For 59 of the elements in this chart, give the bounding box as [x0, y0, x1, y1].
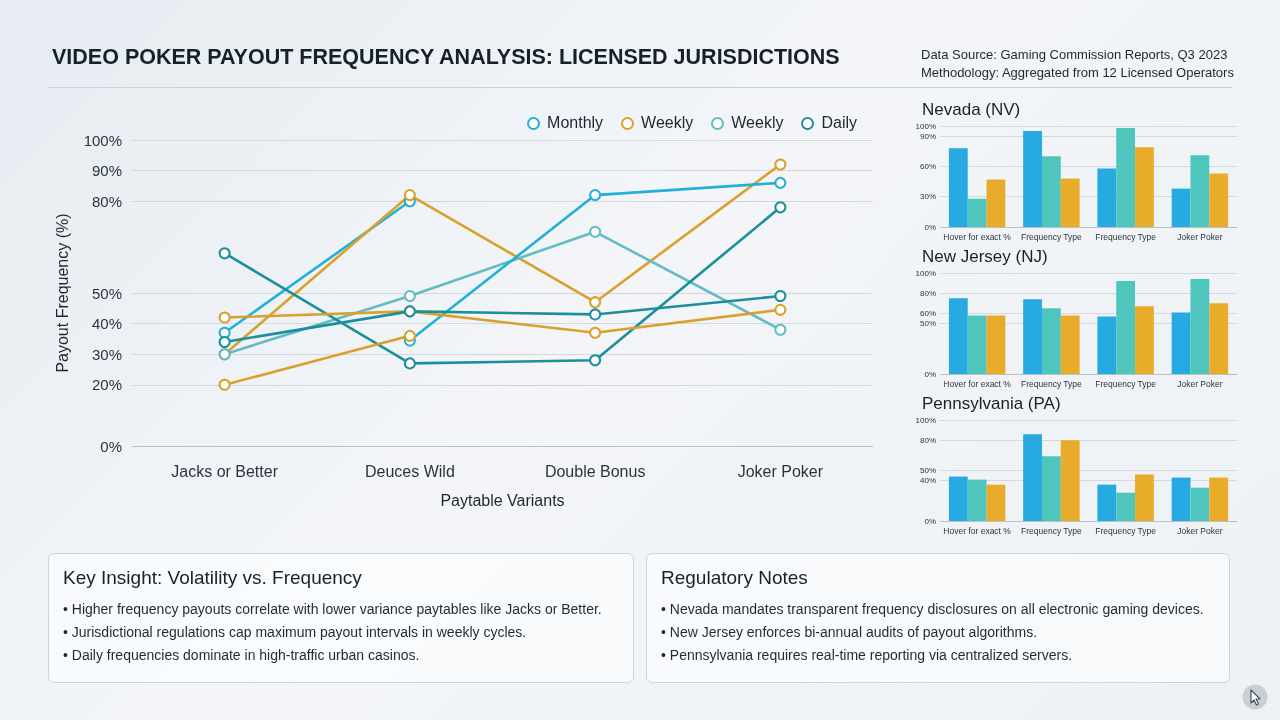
y-tick-label: 50%: [919, 319, 936, 328]
legend-label: Weekly: [641, 114, 694, 132]
y-axis-title: Payout Frequency (%): [53, 213, 71, 373]
y-tick-label: 60%: [919, 308, 936, 318]
legend-label: Weekly: [731, 114, 784, 132]
y-tick-label: 0%: [924, 222, 936, 232]
x-tick-label: Joker Poker: [1177, 525, 1223, 536]
x-tick-label: Frequency Type: [1020, 525, 1083, 536]
y-tick-label: 60%: [919, 161, 936, 171]
x-tick-label: Hover for exact %: [943, 231, 1012, 242]
chart-title: New Jersey (NJ): [922, 247, 1048, 267]
text: • Pennsylvania requires real-time reporting via centralized servers.: [661, 646, 1074, 665]
x-axis-title: Paytable Variants: [440, 491, 565, 509]
chart-title: Nevada (NV): [922, 100, 1021, 120]
y-tick-label: 40%: [91, 315, 122, 333]
y-tick-label: 100%: [915, 268, 936, 278]
y-tick-label: 90%: [91, 162, 122, 180]
y-tick-label: 50%: [91, 284, 122, 302]
text: • Daily frequencies dominate in high-traffic urban casinos.: [63, 646, 421, 665]
legend-label: Daily: [821, 114, 857, 132]
y-tick-label: 20%: [91, 376, 122, 394]
x-tick-label: Joker Poker: [1177, 231, 1223, 242]
x-tick-label: Frequency Type: [1020, 231, 1083, 242]
x-tick-label: Frequency Type: [1095, 231, 1157, 242]
text: Key Insight: Volatility vs. Frequency: [63, 566, 363, 590]
chart-title: VIDEO POKER PAYOUT FREQUENCY ANALYSIS: LICENSED JURISDICTIONS: [52, 45, 840, 70]
legend-label: Monthly: [547, 114, 604, 132]
x-tick-label: Joker Poker: [737, 462, 824, 480]
text: Regulatory Notes: [661, 566, 809, 590]
y-tick-label: 80%: [919, 288, 936, 298]
y-tick-label: 100%: [83, 131, 122, 149]
text: • Jurisdictional regulations cap maximum payout intervals in weekly cycles.: [63, 623, 528, 642]
y-tick-label: 100%: [915, 121, 936, 131]
y-tick-label: 90%: [919, 131, 936, 141]
x-tick-label: Frequency Type: [1020, 378, 1083, 389]
text: • New Jersey enforces bi-annual audits of payout algorithms.: [661, 623, 1039, 642]
x-tick-label: Jacks or Better: [171, 462, 279, 480]
y-tick-label: 40%: [919, 476, 936, 486]
text: • Nevada mandates transparent frequency disclosures on all electronic gaming devices.: [661, 600, 1205, 619]
x-tick-label: Deuces Wild: [364, 462, 455, 480]
text: • Higher frequency payouts correlate with lower variance paytables like Jacks or Better.: [63, 600, 603, 619]
y-tick-label: 80%: [919, 435, 936, 445]
y-tick-label: 50%: [919, 466, 936, 475]
x-tick-label: Frequency Type: [1095, 378, 1157, 389]
source-note: Data Source: Gaming Commission Reports, Q3 2023: [921, 47, 1228, 62]
x-tick-label: Double Bonus: [544, 462, 646, 480]
x-tick-label: Frequency Type: [1095, 525, 1157, 536]
y-tick-label: 30%: [919, 192, 936, 202]
y-tick-label: 30%: [91, 345, 122, 363]
x-tick-label: Hover for exact %: [943, 525, 1012, 536]
y-tick-label: 80%: [91, 192, 122, 210]
y-tick-label: 0%: [924, 369, 936, 379]
y-tick-label: 0%: [924, 516, 936, 526]
y-tick-label: 100%: [915, 415, 936, 425]
y-tick-label: 0%: [100, 437, 122, 455]
chart-title: Pennsylvania (PA): [922, 394, 1061, 414]
x-tick-label: Hover for exact %: [943, 378, 1012, 389]
x-tick-label: Joker Poker: [1177, 378, 1223, 389]
text: Methodology: Aggregated from 12 Licensed Operators: [921, 65, 1234, 80]
